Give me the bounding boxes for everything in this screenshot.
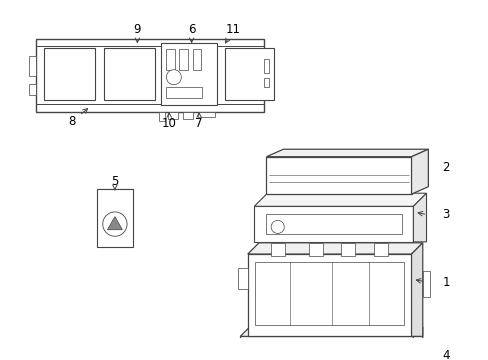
Bar [333, 348, 357, 360]
Bar [271, 243, 285, 256]
Circle shape [102, 212, 127, 236]
Bar [36, 39, 263, 112]
Bar [308, 243, 322, 256]
Bar [161, 44, 217, 105]
Bar [198, 112, 215, 117]
Text: 6: 6 [187, 23, 195, 36]
Circle shape [271, 220, 284, 233]
Bar [422, 271, 429, 297]
Bar [225, 48, 273, 100]
Bar [254, 206, 412, 242]
Bar [422, 355, 431, 360]
Text: 5: 5 [111, 175, 119, 188]
Text: 11: 11 [225, 23, 240, 36]
Polygon shape [247, 243, 422, 254]
Bar [168, 112, 177, 119]
Bar [166, 49, 174, 70]
Polygon shape [240, 327, 422, 336]
Text: 2: 2 [442, 161, 449, 175]
Polygon shape [412, 327, 422, 360]
Bar [265, 214, 401, 234]
Bar [240, 336, 412, 360]
Bar [227, 355, 240, 360]
Bar [370, 348, 394, 360]
Polygon shape [266, 149, 427, 157]
Text: 10: 10 [162, 117, 176, 130]
Text: 3: 3 [442, 208, 449, 221]
Bar [97, 189, 132, 247]
Bar [192, 49, 201, 70]
Bar [254, 348, 277, 360]
Bar [103, 48, 155, 100]
Bar [44, 48, 95, 100]
Polygon shape [107, 217, 122, 230]
Text: 9: 9 [133, 23, 141, 36]
Bar [166, 86, 202, 98]
Bar [238, 268, 247, 289]
Bar [255, 261, 403, 325]
Bar [247, 254, 411, 336]
Bar [373, 243, 387, 256]
Bar [179, 49, 187, 70]
Bar [29, 56, 36, 76]
Bar [291, 348, 314, 360]
Circle shape [166, 70, 181, 85]
Polygon shape [411, 149, 427, 194]
Bar [341, 243, 355, 256]
Text: 1: 1 [442, 276, 449, 289]
Text: 8: 8 [68, 115, 75, 128]
Polygon shape [254, 193, 426, 206]
Polygon shape [411, 243, 422, 336]
Bar [263, 59, 269, 72]
Polygon shape [412, 193, 426, 242]
Text: 7: 7 [195, 117, 203, 130]
Bar [183, 112, 192, 119]
Bar [159, 112, 165, 121]
Bar [263, 78, 269, 87]
Text: 4: 4 [442, 348, 449, 360]
Bar [29, 84, 36, 95]
Bar [266, 157, 411, 194]
